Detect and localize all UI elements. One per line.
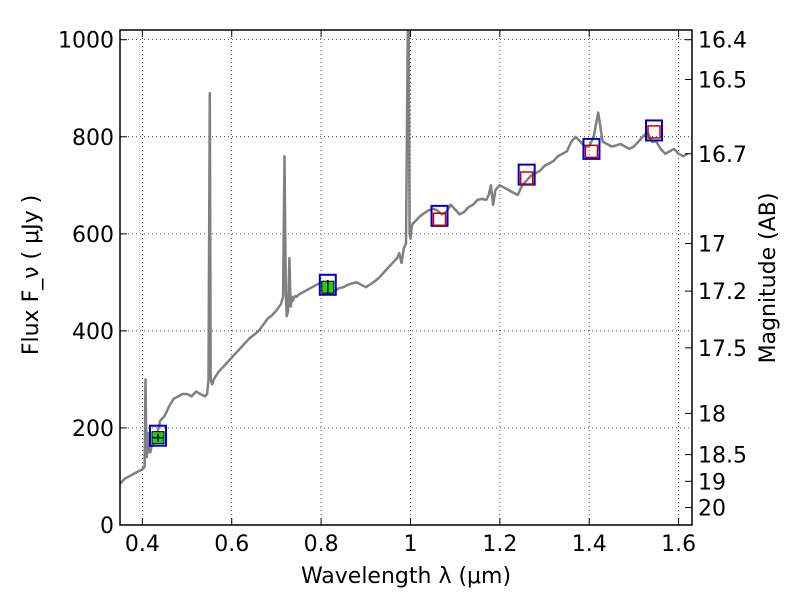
photometry-markers (148, 119, 664, 447)
observed-flux-marker (647, 125, 661, 139)
model-flux-marker (318, 273, 337, 296)
y-axis-right-label: Magnitude (AB) (756, 193, 781, 364)
y-right-tick-label: 16.4 (698, 29, 747, 54)
model-flux-marker (148, 424, 167, 447)
x-tick-label: 0.4 (125, 532, 160, 557)
y-right-tick-label: 18.5 (698, 444, 747, 469)
y-right-tick-label: 18 (698, 402, 726, 427)
x-tick-label: 1.2 (482, 532, 517, 557)
model-flux-marker (582, 137, 601, 160)
y-right-tick-label: 20 (698, 497, 726, 522)
y-right-tick-label: 19 (698, 470, 726, 495)
y-right-tick-label: 17.5 (698, 337, 747, 362)
x-tick-label: 1.4 (572, 532, 607, 557)
y-tick-label: 200 (72, 417, 114, 442)
x-tick-label: 0.6 (214, 532, 249, 557)
y-right-tick-label: 16.5 (698, 69, 747, 94)
x-tick-label: 0.8 (304, 532, 339, 557)
plot-frame (119, 29, 693, 526)
y-tick-label: 800 (72, 126, 114, 151)
observed-flux-marker (432, 212, 447, 227)
x-tick-label: 1 (403, 532, 417, 557)
y-right-tick-label: 17.2 (698, 280, 747, 305)
observed-flux-marker (584, 144, 599, 159)
x-tick-label: 1.6 (661, 532, 696, 557)
y-axis-label: Flux F_ν ( μJy ) (19, 195, 44, 355)
y-tick-label: 1000 (58, 29, 114, 54)
y-tick-label: 0 (100, 514, 114, 539)
y-tick-label: 600 (72, 223, 114, 248)
axis-ticks: 0.4 0.6 0.8 1 1.2 1.4 1.6 0 200 400 600 800 1000 16.4… (58, 29, 747, 557)
x-axis-label: Wavelength λ (μm) (301, 564, 511, 589)
y-right-tick-label: 17 (698, 233, 726, 258)
model-flux-marker (645, 119, 664, 142)
y-right-tick-label: 16.7 (698, 143, 747, 168)
spectrum-series (120, 30, 689, 485)
spectrum-line (120, 30, 689, 485)
y-tick-label: 400 (72, 320, 114, 345)
observed-flux-marker (519, 171, 534, 185)
